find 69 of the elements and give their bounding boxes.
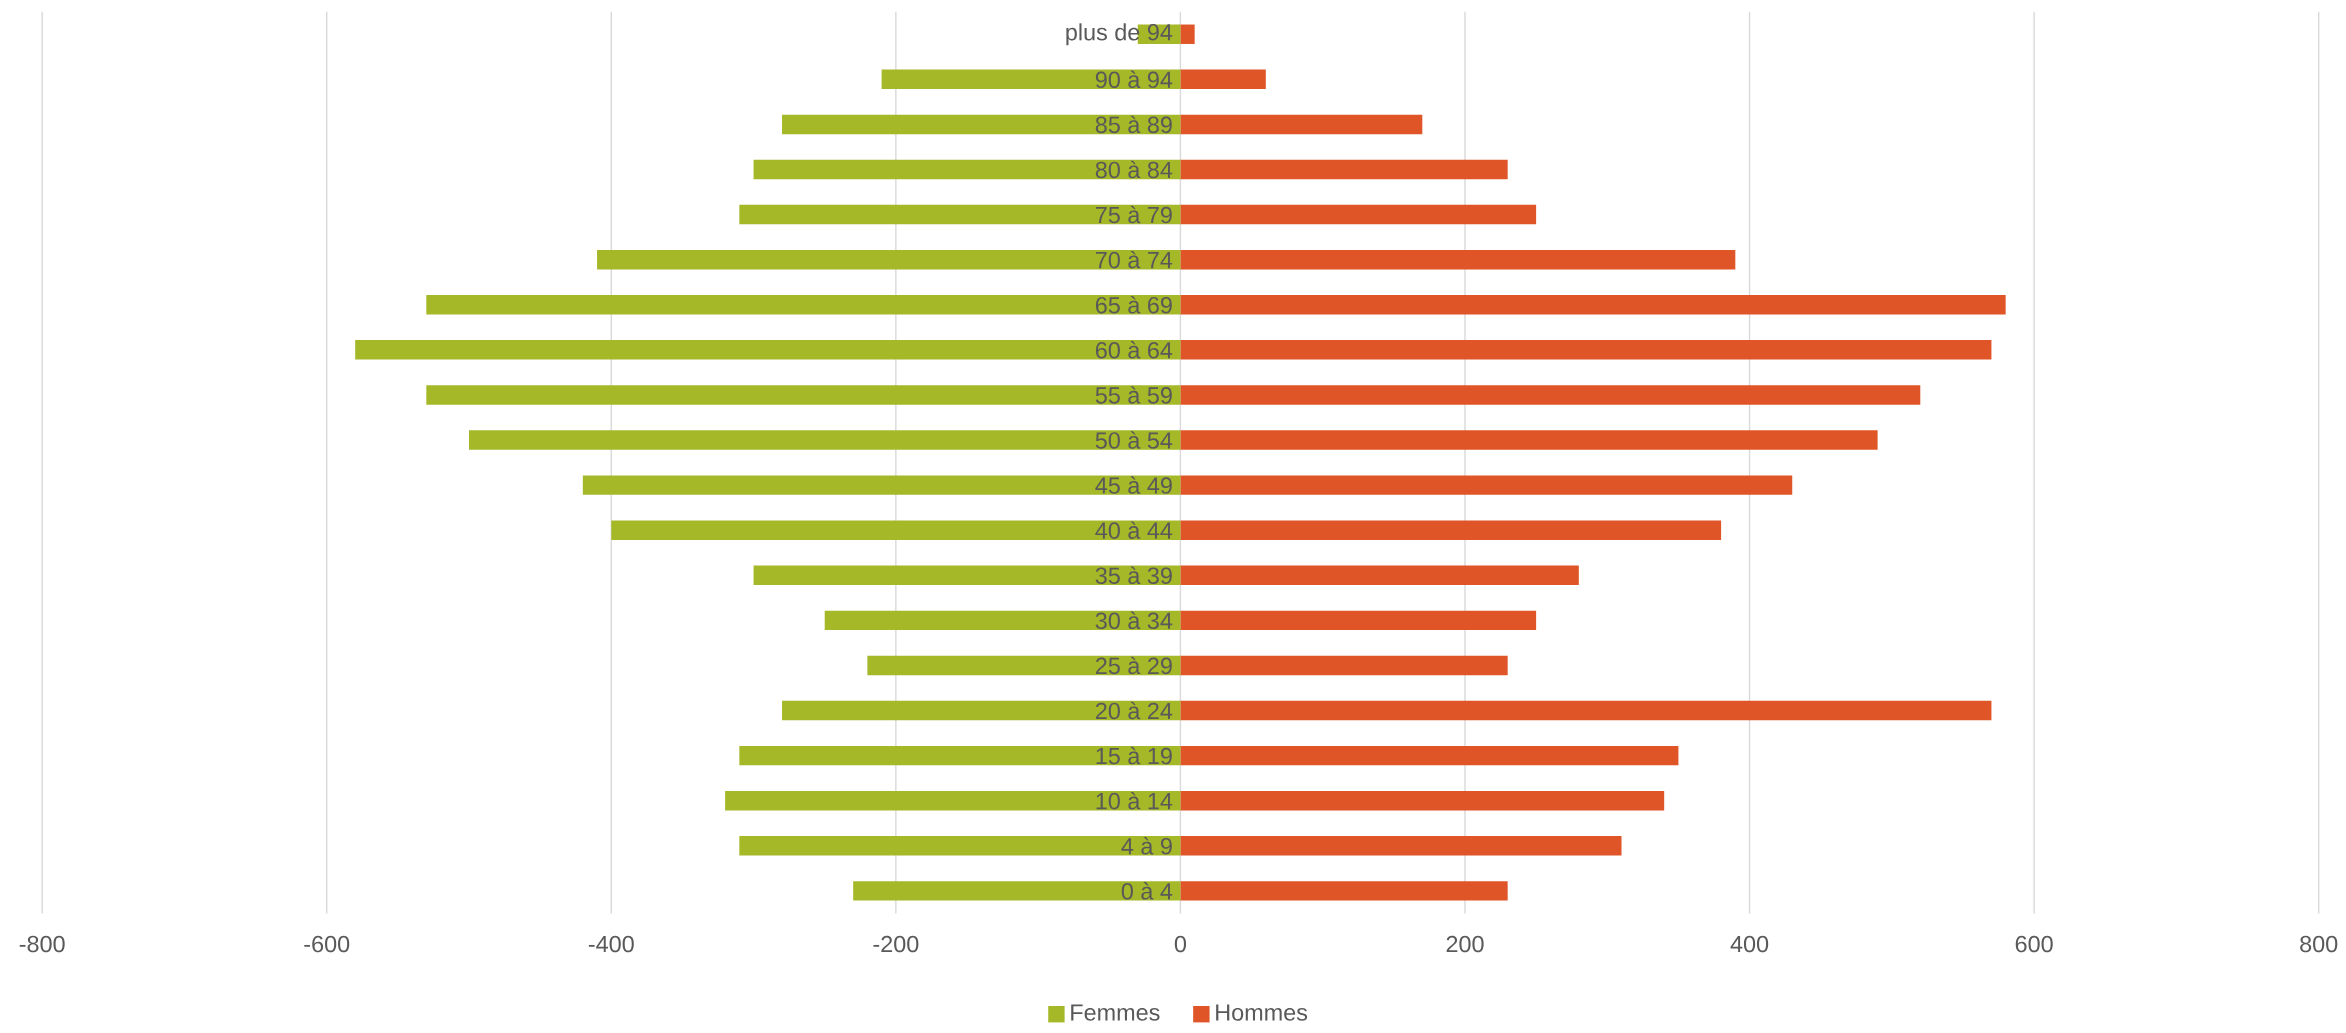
y-tick-label: 50 à 54	[1095, 431, 1173, 449]
bar	[824, 610, 1181, 630]
x-tick-label: 400	[1730, 935, 1769, 953]
legend-label: Femmes	[1071, 1004, 1160, 1021]
bar	[867, 655, 1181, 675]
bar	[426, 385, 1181, 405]
y-tick-label: 35 à 39	[1095, 566, 1172, 584]
bar	[1180, 565, 1579, 585]
bar	[739, 204, 1181, 225]
bar	[881, 69, 1181, 89]
y-tick-label: 60 à 64	[1095, 340, 1173, 359]
x-tick-label: -600	[304, 935, 350, 953]
bar	[611, 520, 1181, 540]
bar	[1180, 880, 1508, 901]
bar	[1180, 339, 1992, 360]
bar	[597, 249, 1181, 270]
legend-label: Hommes	[1216, 1004, 1308, 1021]
bar	[753, 565, 1181, 585]
bar	[739, 835, 1181, 856]
bar	[1180, 520, 1722, 540]
y-tick-label: 10 à 14	[1096, 791, 1173, 810]
bar	[1180, 159, 1508, 180]
bar	[469, 430, 1181, 450]
bar	[782, 114, 1181, 134]
bar	[426, 294, 1181, 315]
y-tick-label: 0 à 4	[1121, 881, 1173, 900]
y-tick-label: 45 à 49	[1095, 476, 1172, 494]
y-tick-label: 4 à 9	[1121, 836, 1172, 855]
y-tick-label: 90 à 94	[1095, 70, 1173, 88]
bar	[1180, 114, 1423, 134]
y-tick-label: 20 à 24	[1095, 701, 1173, 720]
x-tick-label: 0	[1174, 935, 1187, 953]
bar	[725, 790, 1181, 811]
bar	[782, 700, 1181, 721]
x-tick-label: -800	[19, 935, 65, 953]
bar	[1180, 430, 1878, 450]
bar	[1180, 294, 2006, 315]
x-tick-label: -400	[588, 935, 634, 953]
bar	[739, 745, 1181, 766]
x-tick-label: 600	[2015, 935, 2053, 953]
bar	[1180, 745, 1679, 766]
bar	[1180, 204, 1537, 225]
y-tick-label: 25 à 29	[1095, 656, 1172, 674]
bar	[1180, 655, 1508, 675]
bar	[1180, 475, 1793, 495]
y-tick-label: 70 à 74	[1096, 250, 1173, 269]
bar	[355, 339, 1181, 360]
y-tick-label: 65 à 69	[1095, 295, 1172, 314]
bar	[1180, 69, 1266, 89]
x-tick-label: 200	[1446, 935, 1484, 953]
y-tick-label: 30 à 34	[1095, 611, 1173, 629]
bar	[582, 475, 1181, 495]
y-tick-label: 55 à 59	[1095, 385, 1172, 404]
x-tick-label: -200	[873, 935, 919, 953]
bar	[1180, 835, 1622, 856]
bar	[1180, 385, 1921, 405]
y-tick-label: 75 à 79	[1096, 205, 1172, 224]
y-tick-label: 15 à 19	[1096, 746, 1172, 765]
bar	[753, 159, 1181, 180]
y-tick-label: 85 à 89	[1095, 115, 1172, 133]
bar	[1180, 24, 1195, 44]
bar	[1180, 610, 1537, 630]
y-tick-label: 80 à 84	[1095, 160, 1173, 179]
bar	[1180, 790, 1665, 811]
bar	[1180, 700, 1992, 721]
bar	[1180, 249, 1736, 270]
y-tick-label: 40 à 44	[1095, 521, 1173, 539]
x-tick-label: 800	[2300, 935, 2338, 953]
bar	[853, 880, 1181, 901]
